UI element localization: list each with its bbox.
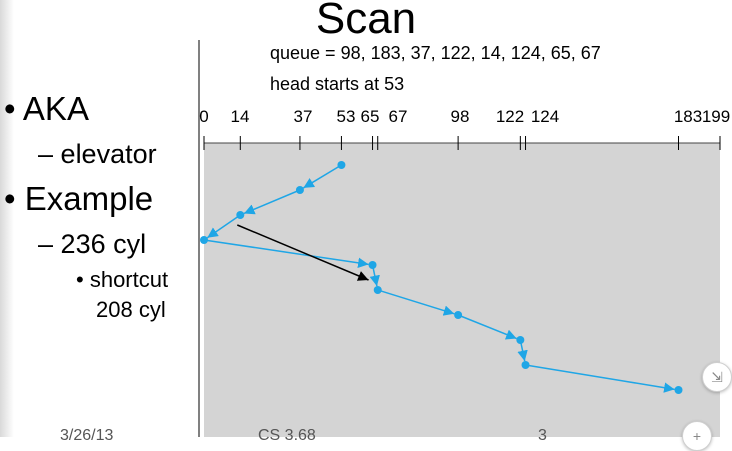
scan-path-point [200,236,208,244]
scan-path-point [674,386,683,394]
bullet-236-cyl-text: 236 cyl [60,229,147,259]
bullet-glyph: • [4,90,16,127]
bullet-shortcut: • shortcut [76,267,168,293]
diagram-panel [204,143,720,437]
tick-label: 53 [337,107,356,126]
scan-path-segment [377,289,455,316]
shortcut-arrow [237,224,369,281]
tick-group: 0 14 37 53 65 67 98 122 124 183 199 [199,107,730,150]
scan-path-point [521,361,530,369]
scan-path-point [295,186,304,194]
scan-path-segment [457,314,517,340]
footer-course: CS 3.68 [258,427,316,444]
tick-label: 65 [361,107,380,126]
tick-label: 122 [496,107,524,126]
slide-title: Scan [315,0,417,43]
queue-text: queue = 98, 183, 37, 122, 14, 124, 65, 6… [270,43,601,63]
scan-path-segment [302,164,342,189]
bullet-glyph: • [4,180,16,217]
scan-diagram: 0 14 37 53 65 67 98 122 124 183 199 [198,40,730,437]
scan-path-point [368,261,377,269]
bullet-208-cyl: 208 cyl [96,297,166,322]
bullet-aka-text: AKA [22,90,89,127]
scan-path-segment [203,239,369,269]
scan-path-point [236,211,245,219]
shortcut-group [237,224,369,281]
tick-label: 124 [531,107,559,126]
bullet-aka: • AKA [4,90,89,128]
tick-label: 183 [674,107,702,126]
scan-path-point [516,336,525,344]
left-edge-shade [0,0,14,437]
head-start-text: head starts at 53 [270,74,405,94]
footer-date: 3/26/13 [60,427,114,444]
tick-label: 98 [451,107,470,126]
tick-label: 0 [199,107,208,126]
scan-path-point [373,286,382,294]
shrink-arrows-icon: ⇲ [711,369,723,385]
scan-path-segment [206,214,241,239]
scan-path-point [454,311,463,319]
tick-label: 199 [702,107,730,126]
bullet-glyph: • [76,267,84,292]
bullet-example-text: Example [24,180,154,217]
bullet-elevator-text: elevator [60,139,157,169]
bullet-elevator: – elevator [38,138,157,170]
tick-label: 14 [231,107,250,126]
bullet-236-cyl: – 236 cyl [38,228,146,260]
zoom-in-button[interactable]: + [682,421,712,451]
dash-glyph: – [38,229,54,259]
footer-page: 3 [538,427,547,444]
scan-path-point [337,161,346,169]
tick-label: 67 [389,107,408,126]
scan-path-segment [243,189,301,215]
scan-path-segment [525,364,675,393]
bullet-example: • Example [4,180,153,218]
tick-label: 37 [294,107,313,126]
shrink-button[interactable]: ⇲ [702,362,732,392]
dash-glyph: – [38,139,54,169]
plus-icon: + [692,428,702,444]
scan-path-group [200,161,683,394]
bullet-shortcut-text: shortcut [89,267,169,292]
